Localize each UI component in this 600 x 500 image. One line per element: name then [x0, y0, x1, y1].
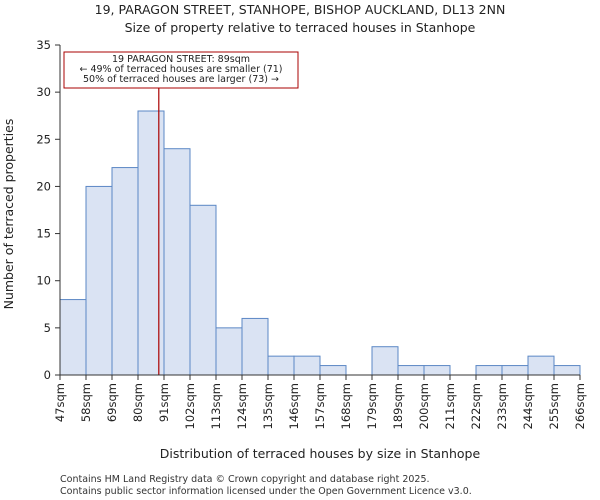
x-tick-label-244sqm: 244sqm — [521, 383, 535, 429]
y-tick-label-10: 10 — [36, 274, 51, 288]
x-tick-label-113sqm: 113sqm — [209, 383, 223, 429]
x-tick-label-80sqm: 80sqm — [131, 383, 145, 422]
x-tick-label-124sqm: 124sqm — [235, 383, 249, 429]
bar-91sqm — [163, 148, 191, 376]
y-axis-ticks: 0 5 10 15 20 25 30 35 — [36, 38, 60, 382]
bar-124sqm — [241, 317, 269, 376]
x-tick-label-189sqm: 189sqm — [391, 383, 405, 429]
bar-135sqm — [267, 355, 295, 376]
bar-200sqm — [423, 365, 451, 376]
y-tick-label-0: 0 — [44, 368, 51, 382]
bar-244sqm — [527, 355, 555, 376]
annotation-line-1: 19 PARAGON STREET: 89sqm — [112, 54, 250, 65]
bar-113sqm — [215, 327, 243, 376]
x-tick-label-135sqm: 135sqm — [261, 383, 275, 429]
x-tick-label-200sqm: 200sqm — [417, 383, 431, 429]
x-tick-label-58sqm: 58sqm — [79, 383, 93, 422]
bar-189sqm — [397, 365, 425, 376]
x-tick-label-168sqm: 168sqm — [339, 383, 353, 429]
bar-102sqm — [189, 204, 217, 376]
x-tick-label-91sqm: 91sqm — [157, 383, 171, 422]
bar-80sqm — [137, 110, 165, 376]
y-tick-label-5: 5 — [44, 321, 51, 335]
footer-line-2: Contains public sector information licen… — [60, 486, 472, 497]
bar-58sqm — [85, 185, 113, 376]
x-tick-label-255sqm: 255sqm — [547, 383, 561, 429]
bar-47sqm — [59, 299, 87, 376]
y-tick-label-30: 30 — [36, 85, 51, 99]
bars-group — [59, 110, 581, 376]
bar-179sqm — [371, 346, 399, 376]
y-tick-label-15: 15 — [36, 227, 51, 241]
x-tick-label-211sqm: 211sqm — [443, 383, 457, 429]
annotation-border — [63, 51, 299, 89]
chart-subtitle: Size of property relative to terraced ho… — [125, 20, 476, 35]
x-tick-label-222sqm: 222sqm — [469, 383, 483, 429]
bar-233sqm — [501, 365, 529, 376]
x-tick-label-102sqm: 102sqm — [183, 383, 197, 429]
annotation-line-2: ← 49% of terraced houses are smaller (71… — [79, 64, 282, 75]
x-tick-label-157sqm: 157sqm — [313, 383, 327, 429]
bar-255sqm — [553, 365, 581, 376]
bar-222sqm — [475, 365, 503, 376]
bar-157sqm — [319, 365, 347, 376]
x-tick-label-146sqm: 146sqm — [287, 383, 301, 429]
bar-69sqm — [111, 167, 139, 376]
y-tick-label-35: 35 — [36, 38, 51, 52]
x-tick-label-266sqm: 266sqm — [573, 383, 587, 429]
chart-title: 19, PARAGON STREET, STANHOPE, BISHOP AUC… — [95, 2, 506, 17]
x-tick-label-233sqm: 233sqm — [495, 383, 509, 429]
y-tick-label-25: 25 — [36, 132, 51, 146]
x-tick-label-69sqm: 69sqm — [105, 383, 119, 422]
footer-line-1: Contains HM Land Registry data © Crown c… — [60, 474, 430, 485]
annotation-line-3: 50% of terraced houses are larger (73) → — [83, 74, 279, 85]
bar-146sqm — [293, 355, 321, 376]
x-tick-label-47sqm: 47sqm — [53, 383, 67, 422]
y-tick-label-20: 20 — [36, 179, 51, 193]
x-axis-label: Distribution of terraced houses by size … — [160, 446, 481, 461]
x-axis-ticks: 47sqm 58sqm 69sqm 80sqm 91sqm 102sqm 113sqm 124… — [53, 375, 587, 429]
y-axis-label: Number of terraced properties — [1, 119, 16, 310]
annotation-box: 19 PARAGON STREET: 89sqm ← 49% of terrac… — [63, 51, 299, 89]
x-tick-label-179sqm: 179sqm — [365, 383, 379, 429]
